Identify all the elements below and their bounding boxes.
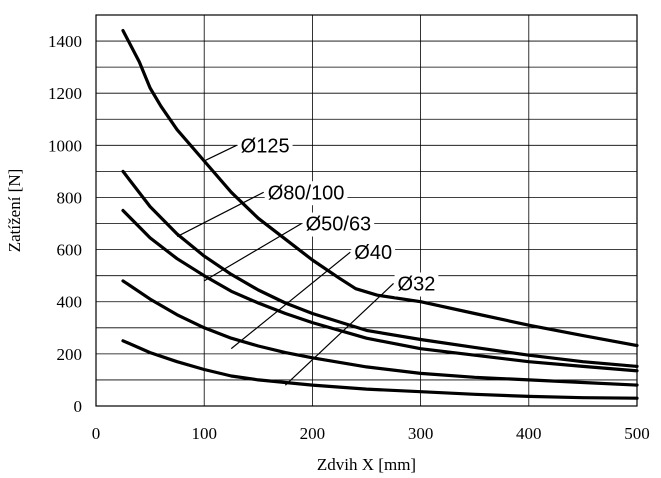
x-tick-label: 300: [408, 424, 434, 443]
series-label-1: Ø125: [241, 135, 290, 157]
y-tick-label: 800: [57, 188, 83, 207]
y-tick-label: 1000: [48, 136, 82, 155]
x-tick-label: 200: [300, 424, 326, 443]
series-label-background: [351, 241, 396, 266]
y-tick-label: 1400: [48, 32, 82, 51]
series-line-4: [121, 279, 639, 387]
x-tick-label: 400: [516, 424, 542, 443]
series-label-background: [237, 134, 293, 159]
x-tick-label: 500: [624, 424, 650, 443]
x-tick-labels: 0 100 200 300 400 500: [92, 424, 650, 443]
series-label-2: Ø80/100: [268, 182, 345, 204]
series-label-5: Ø32: [398, 273, 436, 295]
y-tick-labels: 0 200 400 600 800 1000 1200 1400: [48, 32, 82, 416]
series-label-background: [264, 181, 348, 206]
series-line-2: [121, 169, 639, 368]
x-axis-title: Zdvih X [mm]: [317, 455, 416, 474]
y-tick-label: 600: [57, 241, 83, 260]
leader-line: [203, 223, 302, 282]
series-label-3: Ø50/63: [306, 214, 372, 236]
series-label-background: [302, 212, 375, 237]
plot-frame: [95, 14, 638, 407]
label-leaders: [176, 144, 394, 386]
grid: [96, 15, 637, 406]
series-labels: Ø125 Ø80/100 Ø50/63 Ø40 Ø32: [237, 134, 439, 297]
series-line-1: [121, 29, 639, 348]
x-tick-label: 100: [191, 424, 217, 443]
y-tick-label: 1200: [48, 84, 82, 103]
leader-line: [230, 251, 351, 350]
series-label-background: [394, 272, 439, 297]
y-axis-title: Zatížení [N]: [5, 169, 24, 253]
y-tick-label: 400: [57, 293, 83, 312]
series-line-5: [121, 339, 639, 400]
y-tick-label: 200: [57, 345, 83, 364]
y-tick-label: 0: [74, 397, 83, 416]
leader-line: [284, 283, 394, 386]
x-tick-label: 0: [92, 424, 101, 443]
leader-line: [176, 191, 264, 238]
series-line-3: [121, 208, 639, 373]
series-label-4: Ø40: [354, 242, 392, 264]
series-lines: [121, 29, 639, 400]
leader-line: [203, 144, 237, 162]
